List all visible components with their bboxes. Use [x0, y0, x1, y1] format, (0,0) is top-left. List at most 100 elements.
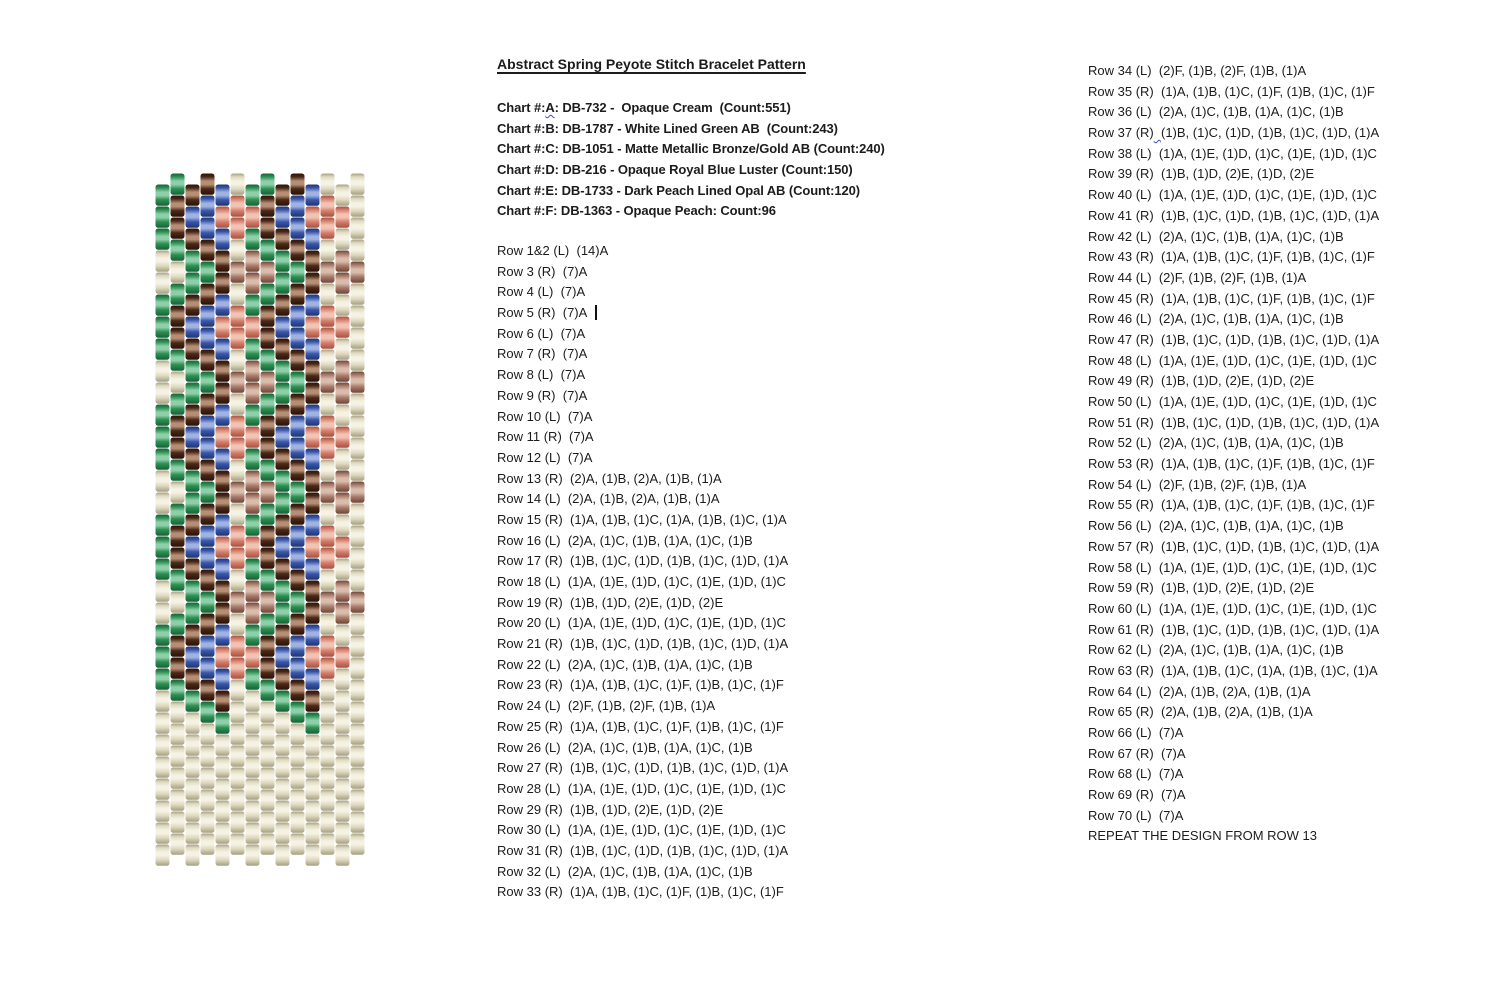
text-cursor[interactable] — [595, 305, 597, 321]
bead — [245, 492, 260, 514]
row-label: Row 8 (L) — [497, 367, 554, 383]
bead — [245, 228, 260, 250]
bead — [230, 701, 245, 723]
bead — [155, 338, 170, 360]
bead — [200, 745, 215, 767]
bead — [230, 393, 245, 415]
bead — [350, 569, 365, 591]
pattern-row: Row 69 (R) (7)A — [1088, 785, 1379, 806]
bead — [200, 305, 215, 327]
bead — [290, 525, 305, 547]
row-label: Row 59 (R) — [1088, 580, 1154, 596]
bead — [290, 371, 305, 393]
row-beads: (7)A — [567, 408, 593, 424]
row-label: Row 31 (R) — [497, 842, 563, 858]
bead — [170, 503, 185, 525]
bead — [245, 602, 260, 624]
bead — [335, 822, 350, 844]
bead — [200, 657, 215, 679]
bead — [245, 712, 260, 734]
bead — [275, 778, 290, 800]
row-label: Row 54 (L) — [1088, 476, 1152, 492]
bead — [260, 635, 275, 657]
bead — [185, 404, 200, 426]
bead — [260, 437, 275, 459]
row-instructions-left: Row 1&2 (L) (14)A Row 3 (R) (7)A Row 4 (L)… — [497, 241, 788, 903]
bead — [305, 624, 320, 646]
bead — [275, 492, 290, 514]
row-beads: (2)A, (1)C, (1)B, (1)A, (1)C, (1)B — [567, 863, 753, 879]
bead — [320, 261, 335, 283]
row-label: Row 58 (L) — [1088, 559, 1152, 575]
bead — [230, 679, 245, 701]
bead — [305, 822, 320, 844]
bead — [335, 580, 350, 602]
bead — [230, 613, 245, 635]
row-label: Row 18 (L) — [497, 574, 561, 589]
row-label: Row 13 (R) — [497, 470, 563, 486]
bead — [275, 360, 290, 382]
pattern-row: Row 62 (L) (2)A, (1)C, (1)B, (1)A, (1)C,… — [1088, 640, 1379, 661]
bead — [230, 745, 245, 767]
bead — [290, 327, 305, 349]
bead — [290, 195, 305, 217]
bead — [350, 789, 365, 811]
bead — [305, 734, 320, 756]
bead — [335, 448, 350, 470]
bead — [215, 756, 230, 778]
bead — [260, 239, 275, 261]
bead — [350, 503, 365, 525]
bead — [335, 426, 350, 448]
row-beads: (2)A, (1)C, (1)B, (1)A, (1)C, (1)B — [567, 739, 753, 755]
color-key: Chart #:A: DB-732 - Opaque Cream (Count:… — [497, 98, 885, 222]
pattern-row: Row 29 (R) (1)B, (1)D, (2)E, (1)D, (2)E — [497, 800, 788, 821]
row-label: Row 32 (L) — [497, 863, 561, 879]
bead — [260, 679, 275, 701]
bead — [155, 250, 170, 272]
pattern-row: Row 35 (R) (1)A, (1)B, (1)C, (1)F, (1)B,… — [1088, 82, 1379, 103]
bead — [275, 844, 290, 866]
row-label: Row 30 (L) — [497, 822, 561, 838]
bead — [320, 327, 335, 349]
bead — [275, 646, 290, 668]
bead — [350, 811, 365, 833]
row-label: Row 68 (L) — [1088, 766, 1152, 782]
bead — [350, 327, 365, 349]
bead — [350, 415, 365, 437]
bead — [260, 613, 275, 635]
bead — [320, 591, 335, 613]
bead — [170, 371, 185, 393]
bead — [290, 745, 305, 767]
row-label: Row 39 (R) — [1088, 166, 1154, 182]
bead — [215, 426, 230, 448]
bead — [215, 382, 230, 404]
pattern-row: Row 42 (L) (2)A, (1)C, (1)B, (1)A, (1)C,… — [1088, 227, 1379, 248]
bead — [215, 668, 230, 690]
row-beads: (1)B, (1)C, (1)D, (1)B, (1)C, (1)D, (1)A — [1160, 621, 1380, 637]
row-label: Row 47 (R) — [1088, 331, 1154, 347]
bead — [290, 503, 305, 525]
bead — [155, 558, 170, 580]
bead — [260, 657, 275, 679]
bead — [350, 745, 365, 767]
row-label: Row 17 (R) — [497, 553, 563, 569]
bead-pattern-image — [155, 173, 365, 866]
row-beads: (2)A, (1)C, (1)B, (1)A, (1)C, (1)B — [1158, 518, 1344, 534]
bead — [185, 668, 200, 690]
bead — [200, 437, 215, 459]
row-label: Row 4 (L) — [497, 284, 554, 300]
bead — [230, 349, 245, 371]
bead — [170, 217, 185, 239]
bead — [305, 404, 320, 426]
bead — [305, 712, 320, 734]
bead — [350, 261, 365, 283]
bead — [170, 349, 185, 371]
bead — [170, 415, 185, 437]
bead — [290, 657, 305, 679]
bead — [230, 635, 245, 657]
bead — [155, 734, 170, 756]
bead — [320, 569, 335, 591]
bead — [350, 525, 365, 547]
bead — [335, 646, 350, 668]
